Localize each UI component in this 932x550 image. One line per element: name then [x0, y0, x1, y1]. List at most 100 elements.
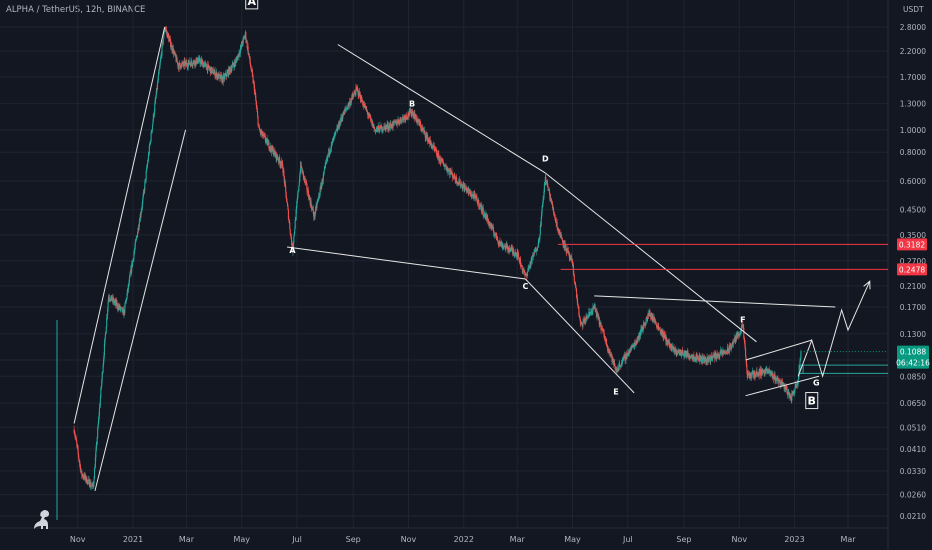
candle-body: [513, 254, 516, 256]
candle-body: [248, 52, 250, 56]
candle-body: [488, 223, 490, 226]
candle-body: [647, 314, 649, 320]
y-tick-label: 0.0210: [900, 512, 926, 521]
candle-body: [495, 232, 497, 237]
candle-body: [100, 386, 102, 389]
candle-body: [337, 126, 339, 131]
x-tick-label: Nov: [70, 535, 86, 544]
candle-body: [531, 256, 533, 262]
candle-body: [412, 111, 414, 113]
candle-body: [513, 252, 515, 256]
candle-body: [213, 72, 215, 74]
candle-body: [213, 73, 215, 75]
candle-body: [78, 458, 80, 462]
candle-body: [323, 169, 325, 174]
candle-body: [141, 208, 143, 212]
candle-body: [136, 236, 138, 238]
candle-body: [443, 164, 445, 167]
candle-body: [548, 189, 550, 194]
candle-body: [590, 312, 592, 314]
candle-body: [671, 347, 673, 350]
candle-body: [125, 298, 127, 302]
candle-body: [627, 352, 629, 356]
candle-body: [736, 332, 738, 334]
candle-body: [325, 161, 328, 163]
candle-body: [186, 65, 188, 67]
candle-body: [302, 172, 304, 178]
candle-body: [91, 485, 93, 486]
candle-body: [293, 232, 295, 236]
candle-body: [406, 116, 408, 119]
candle-body: [778, 380, 780, 383]
candle-body: [715, 352, 717, 357]
candle-body: [742, 326, 744, 328]
candle-body: [433, 145, 435, 149]
candle-body: [162, 38, 164, 44]
candle-body: [129, 273, 131, 275]
candle-body: [682, 353, 684, 355]
candle-body: [367, 115, 369, 116]
candle-body: [156, 88, 158, 95]
trendline: [525, 278, 635, 394]
level-price-label: 0.2478: [899, 265, 925, 274]
candle-body: [299, 175, 301, 182]
candle-body: [645, 321, 647, 326]
candle-body: [742, 324, 744, 327]
current-price-tag: [897, 345, 929, 369]
candle-body: [131, 264, 133, 273]
candle-body: [327, 154, 329, 159]
candle-body: [422, 128, 424, 131]
candle-body: [113, 299, 115, 304]
candle-body: [485, 218, 487, 220]
candle-body: [180, 67, 182, 69]
candle-body: [424, 132, 426, 138]
candle-body: [82, 474, 84, 477]
candle-body: [699, 355, 701, 361]
candle-body: [643, 322, 645, 329]
candle-body: [431, 144, 433, 149]
candle-body: [319, 187, 321, 195]
candle-body: [747, 372, 749, 375]
candle-body: [407, 117, 409, 119]
candle-body: [335, 129, 337, 131]
candle-body: [796, 383, 798, 386]
candle-body: [288, 218, 290, 221]
candle-body: [571, 260, 574, 266]
candle-body: [745, 356, 747, 360]
candle-body: [383, 125, 385, 130]
candle-body: [143, 190, 145, 192]
candle-body: [460, 183, 462, 186]
candle-body: [169, 38, 171, 40]
candle-body: [241, 42, 243, 45]
candle-body: [156, 82, 159, 90]
candle-body: [157, 80, 159, 83]
candle-body: [663, 332, 665, 339]
candle-body: [305, 182, 308, 185]
candle-body: [318, 195, 320, 198]
candle-body: [592, 306, 594, 312]
candle-body: [401, 118, 403, 123]
candle-body: [101, 372, 103, 381]
candle-body: [465, 187, 468, 192]
candle-body: [125, 301, 127, 303]
candle-body: [116, 301, 118, 307]
candle-body: [229, 67, 231, 69]
candle-body: [757, 372, 759, 374]
candle-body: [258, 125, 260, 128]
candle-body: [786, 390, 788, 395]
candle-body: [222, 76, 224, 83]
current-price-label: 0.1088: [900, 348, 926, 357]
candle-body: [425, 135, 427, 139]
y-tick-label: 0.0330: [900, 467, 926, 476]
candle-body: [745, 348, 747, 357]
candle-body: [537, 239, 540, 246]
candle-body: [464, 186, 466, 189]
candle-body: [264, 136, 266, 141]
candle-body: [73, 432, 76, 435]
candle-body: [744, 340, 746, 344]
candle-body: [502, 245, 504, 247]
candle-body: [696, 356, 698, 359]
candle-body: [473, 193, 475, 200]
candle-body: [619, 363, 621, 365]
